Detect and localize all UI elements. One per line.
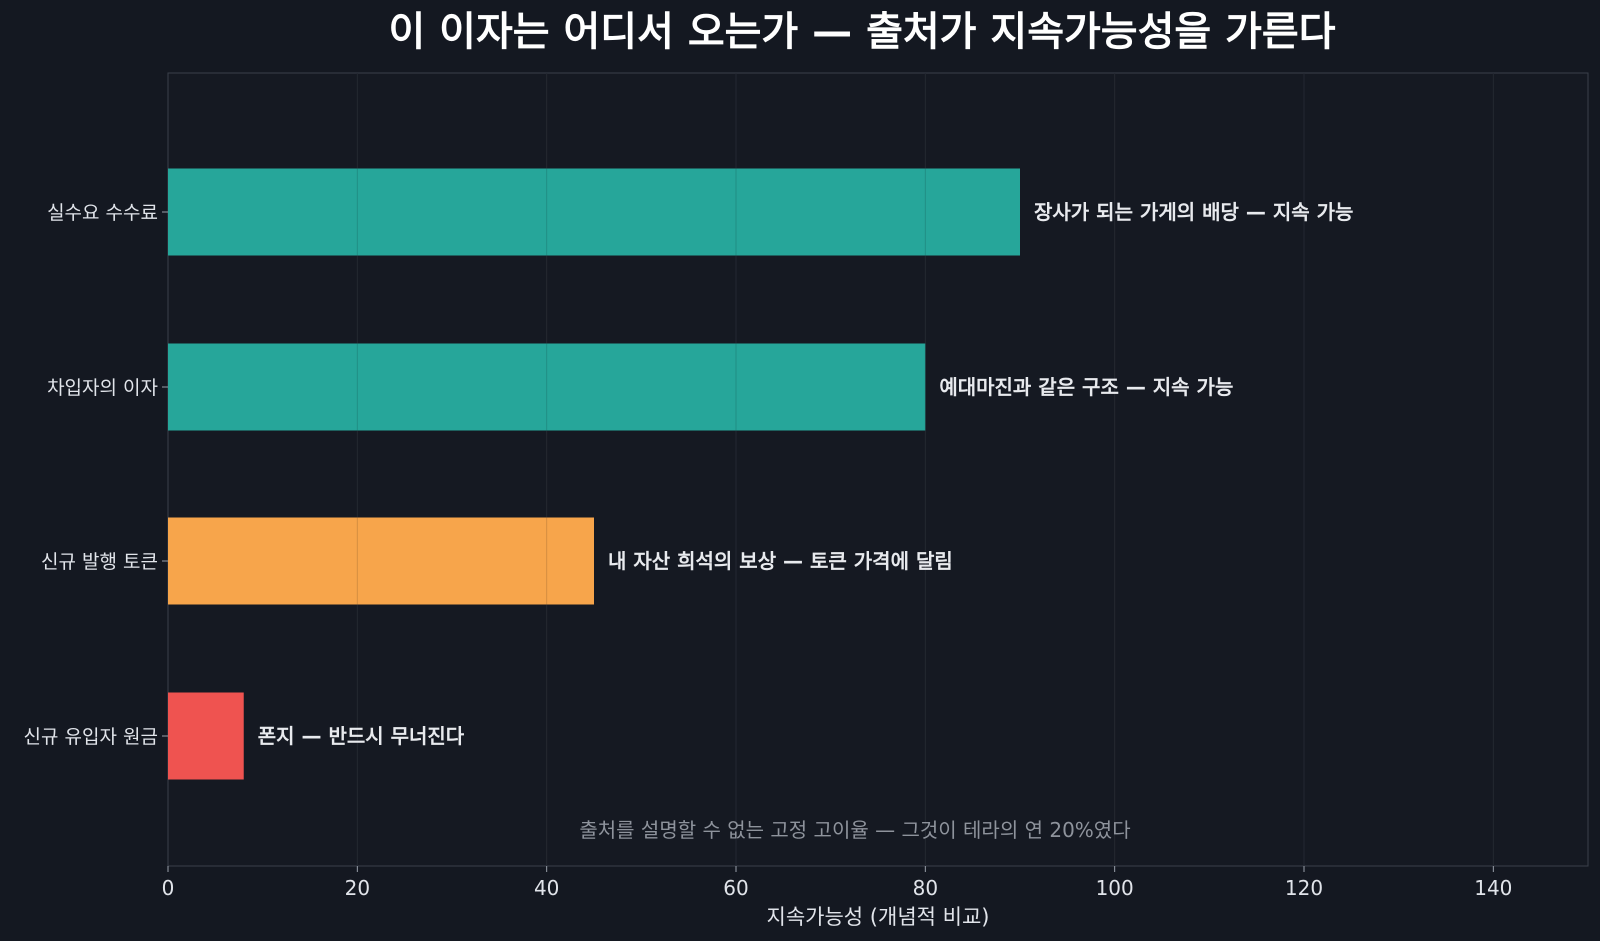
bar-0 xyxy=(168,168,1020,256)
category-label-0: 실수요 수수료 xyxy=(47,202,158,224)
bar-label-1: 예대마진과 같은 구조 — 지속 가능 xyxy=(939,375,1233,399)
x-tick-label-1: 20 xyxy=(345,876,370,900)
category-label-2: 신규 발행 토큰 xyxy=(41,551,158,573)
bar-label-0: 장사가 되는 가게의 배당 — 지속 가능 xyxy=(1034,200,1353,224)
bars xyxy=(168,168,1020,780)
x-tick-label-4: 80 xyxy=(913,876,938,900)
bar-1 xyxy=(168,343,926,431)
bar-label-3: 폰지 — 반드시 무너진다 xyxy=(258,724,465,748)
x-tick-label-5: 100 xyxy=(1096,876,1134,900)
category-label-1: 차입자의 이자 xyxy=(47,377,158,399)
x-axis: 0 20 40 60 80 100 120 140 xyxy=(162,866,1512,900)
x-tick-label-6: 120 xyxy=(1285,876,1323,900)
grid-overlay xyxy=(356,73,1494,866)
x-axis-title: 지속가능성 (개념적 비교) xyxy=(767,905,990,929)
x-tick-label-2: 40 xyxy=(534,876,559,900)
bar-2 xyxy=(168,517,594,605)
x-tick-label-3: 60 xyxy=(723,876,748,900)
x-tick-label-7: 140 xyxy=(1474,876,1512,900)
bar-label-2: 내 자산 희석의 보상 — 토큰 가격에 달림 xyxy=(608,549,953,573)
bar-3 xyxy=(168,692,244,780)
x-tick-label-0: 0 xyxy=(162,876,175,900)
chart-title: 이 이자는 어디서 오는가 — 출처가 지속가능성을 가른다 xyxy=(388,9,1335,55)
chart-annotation: 출처를 설명할 수 없는 고정 고이율 — 그것이 테라의 연 20%였다 xyxy=(579,818,1130,842)
category-label-3: 신규 유입자 원금 xyxy=(24,726,158,748)
